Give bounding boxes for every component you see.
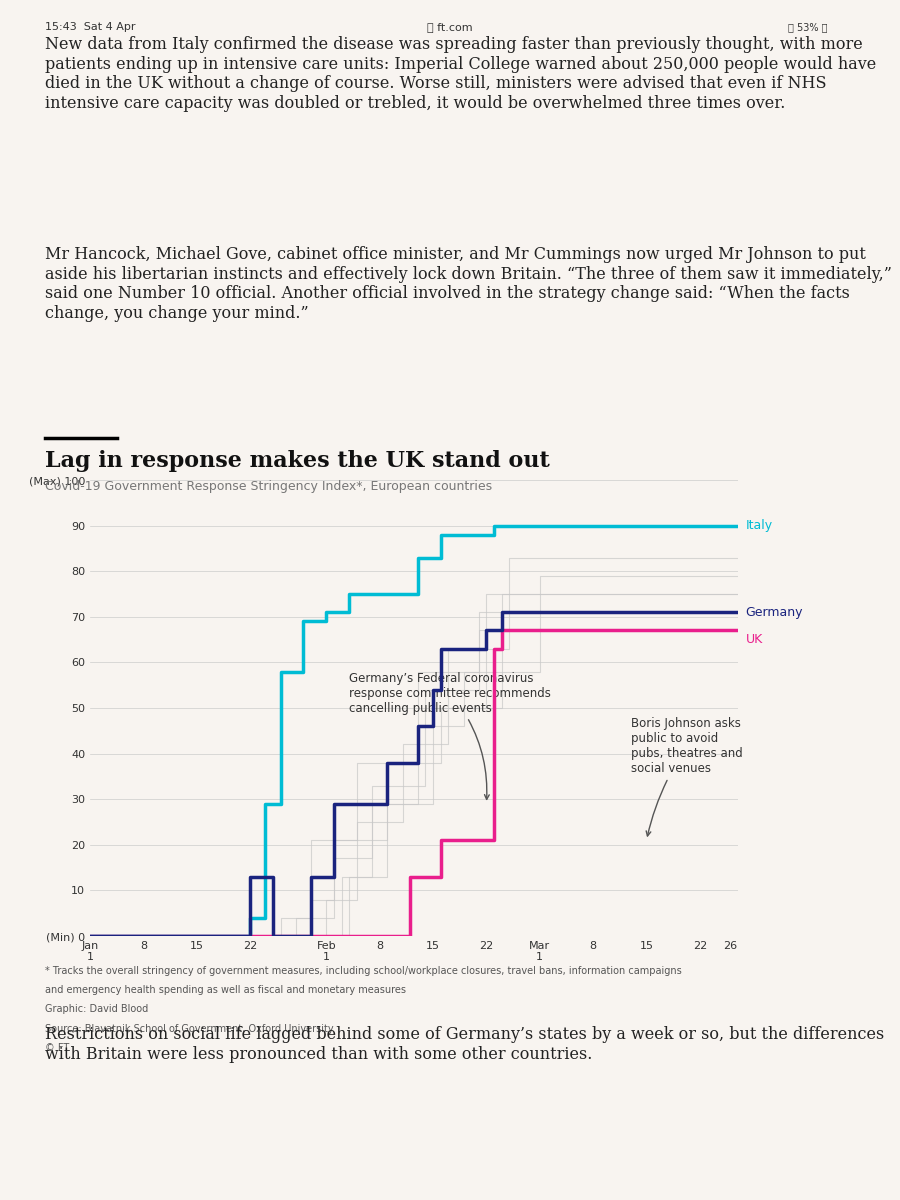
Text: * Tracks the overall stringency of government measures, including school/workpla: * Tracks the overall stringency of gover… — [45, 966, 682, 976]
Text: New data from Italy confirmed the disease was spreading faster than previously t: New data from Italy confirmed the diseas… — [45, 36, 877, 112]
Text: and emergency health spending as well as fiscal and monetary measures: and emergency health spending as well as… — [45, 985, 406, 995]
Text: Italy: Italy — [745, 520, 773, 532]
Text: UK: UK — [745, 634, 763, 646]
Text: 📶 53% 🔋: 📶 53% 🔋 — [788, 22, 828, 32]
Text: Restrictions on social life lagged behind some of Germany’s states by a week or : Restrictions on social life lagged behin… — [45, 1026, 884, 1063]
Text: 🔒 ft.com: 🔒 ft.com — [428, 22, 473, 32]
Text: 15:43  Sat 4 Apr: 15:43 Sat 4 Apr — [45, 22, 136, 32]
Text: Mr Hancock, Michael Gove, cabinet office minister, and Mr Cummings now urged Mr : Mr Hancock, Michael Gove, cabinet office… — [45, 246, 892, 322]
Text: Boris Johnson asks
public to avoid
pubs, theatres and
social venues: Boris Johnson asks public to avoid pubs,… — [631, 718, 743, 836]
Text: Covid-19 Government Response Stringency Index*, European countries: Covid-19 Government Response Stringency … — [45, 480, 492, 493]
Text: Graphic: David Blood: Graphic: David Blood — [45, 1004, 148, 1014]
Text: Lag in response makes the UK stand out: Lag in response makes the UK stand out — [45, 450, 550, 472]
Text: Source: Blavatnik School of Government, Oxford University: Source: Blavatnik School of Government, … — [45, 1024, 334, 1033]
Text: Germany: Germany — [745, 606, 803, 619]
Text: © FT: © FT — [45, 1043, 69, 1052]
Text: Germany’s Federal coronavirus
response committee recommends
cancelling public ev: Germany’s Federal coronavirus response c… — [349, 672, 551, 799]
